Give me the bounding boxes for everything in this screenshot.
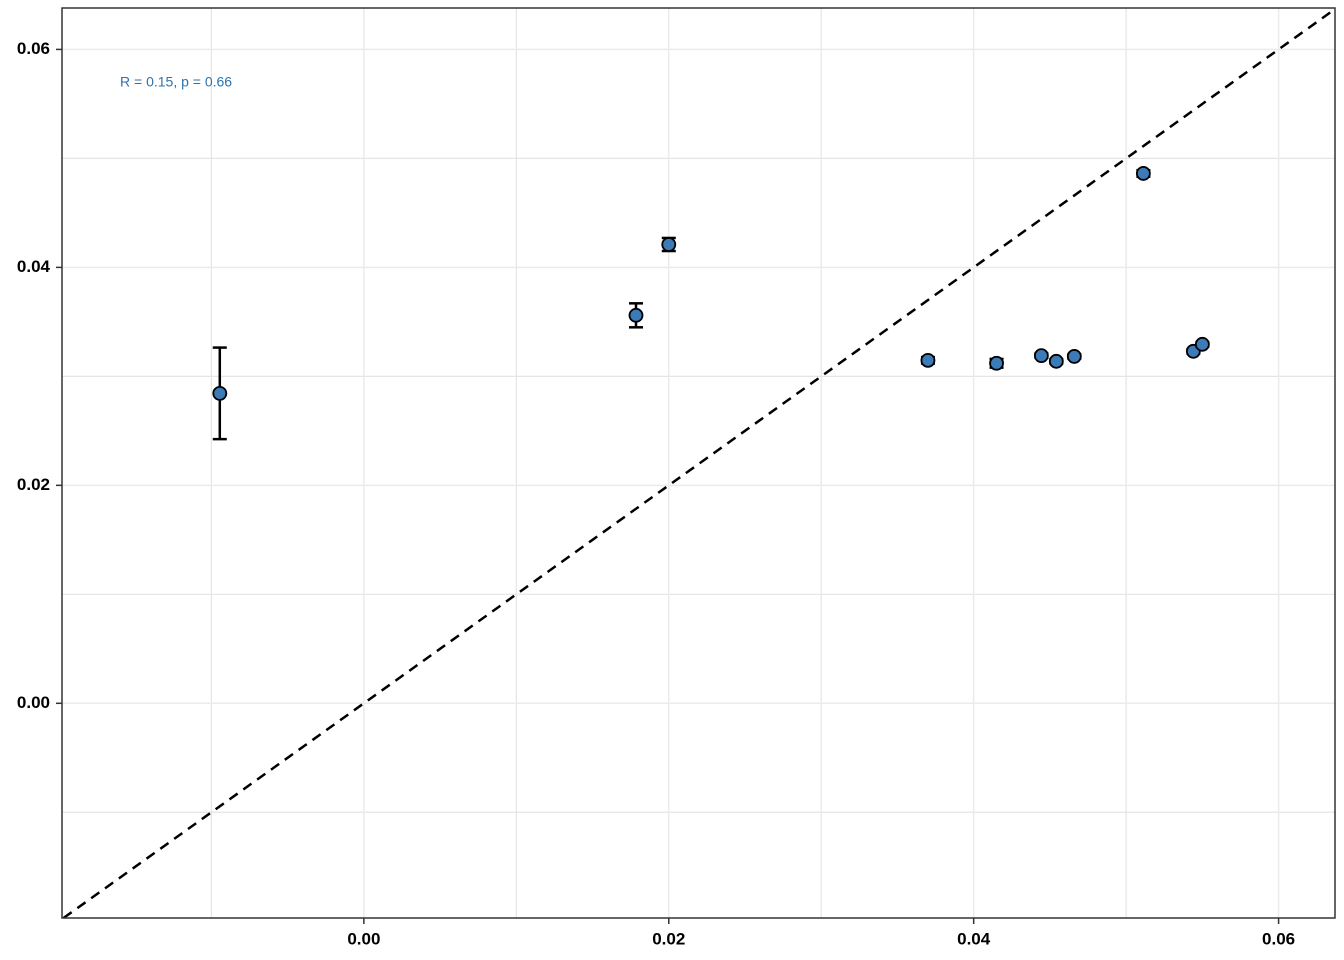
y-tick-label: 0.04 — [17, 257, 51, 276]
x-tick-label: 0.04 — [957, 929, 991, 948]
point — [920, 352, 936, 368]
y-tick-label: 0.00 — [17, 693, 50, 712]
x-tick-label: 0.06 — [1262, 929, 1295, 948]
point — [1194, 336, 1210, 352]
point — [1048, 353, 1064, 369]
plot-border — [61, 7, 1336, 919]
point — [1033, 348, 1049, 364]
point — [661, 237, 677, 252]
point — [989, 355, 1004, 371]
point — [1066, 349, 1082, 364]
point — [628, 307, 644, 323]
point — [212, 385, 228, 401]
annotation: R = 0.15, p = 0.66 — [120, 74, 232, 90]
x-tick-label: 0.02 — [652, 929, 685, 948]
point — [1135, 166, 1151, 181]
x-tick-label: 0.00 — [347, 929, 380, 948]
y-tick-label: 0.06 — [17, 39, 50, 58]
identity-line — [62, 8, 1335, 918]
y-tick-label: 0.02 — [17, 475, 50, 494]
